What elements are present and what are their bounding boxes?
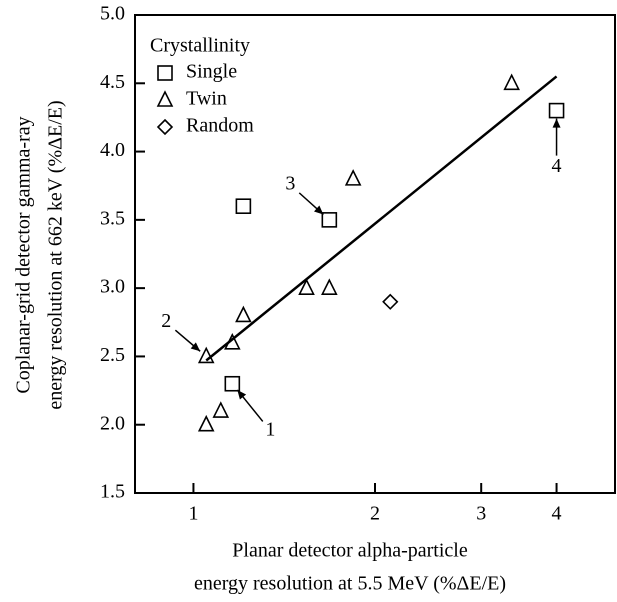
y-tick-label: 1.5 [100, 481, 125, 503]
annotation: 2 [161, 310, 171, 332]
data-point [321, 212, 338, 228]
legend-marker [156, 118, 174, 136]
legend-marker [156, 90, 174, 107]
annotation: 3 [285, 172, 295, 194]
annotation: 4 [552, 155, 562, 177]
x-tick-label: 1 [188, 503, 198, 525]
y-tick-label: 2.5 [100, 344, 125, 366]
y-tick-label: 3.0 [100, 276, 125, 298]
x-tick-label: 4 [552, 503, 562, 525]
data-point [235, 198, 252, 214]
data-point [344, 169, 362, 186]
y-tick-label: 2.0 [100, 412, 125, 434]
x-axis-label: energy resolution at 5.5 MeV (%ΔE/E) [194, 573, 506, 595]
y-axis-label: Coplanar-grid detector gamma-ray [13, 116, 35, 393]
data-point [197, 414, 215, 432]
arrow-head [552, 118, 561, 128]
x-tick-label: 2 [370, 503, 380, 525]
data-point [197, 346, 215, 364]
legend-marker [157, 65, 173, 81]
x-tick-label: 3 [476, 503, 486, 525]
legend-label: Twin [186, 88, 227, 110]
data-point [503, 73, 520, 91]
data-point [321, 278, 338, 295]
legend-label: Random [186, 115, 254, 137]
arrow-head [237, 389, 247, 400]
data-point [298, 278, 315, 295]
arrow-head [314, 205, 324, 215]
data-point [224, 375, 241, 392]
fit-line [205, 75, 558, 362]
data-point [224, 332, 241, 350]
data-point [382, 293, 399, 310]
y-tick-label: 4.5 [100, 71, 125, 93]
data-point [548, 102, 565, 119]
data-point [235, 305, 252, 323]
annotation: 1 [265, 418, 275, 440]
y-axis-label: energy resolution at 662 keV (%ΔE/E) [45, 100, 67, 409]
x-axis-label: Planar detector alpha-particle [232, 540, 468, 562]
legend-label: Single [186, 61, 237, 83]
y-tick-label: 4.0 [100, 139, 125, 161]
y-tick-label: 3.5 [100, 207, 125, 229]
data-point [212, 401, 230, 418]
arrow-head [190, 342, 201, 352]
y-tick-label: 5.0 [100, 3, 125, 25]
legend-title: Crystallinity [150, 35, 250, 57]
